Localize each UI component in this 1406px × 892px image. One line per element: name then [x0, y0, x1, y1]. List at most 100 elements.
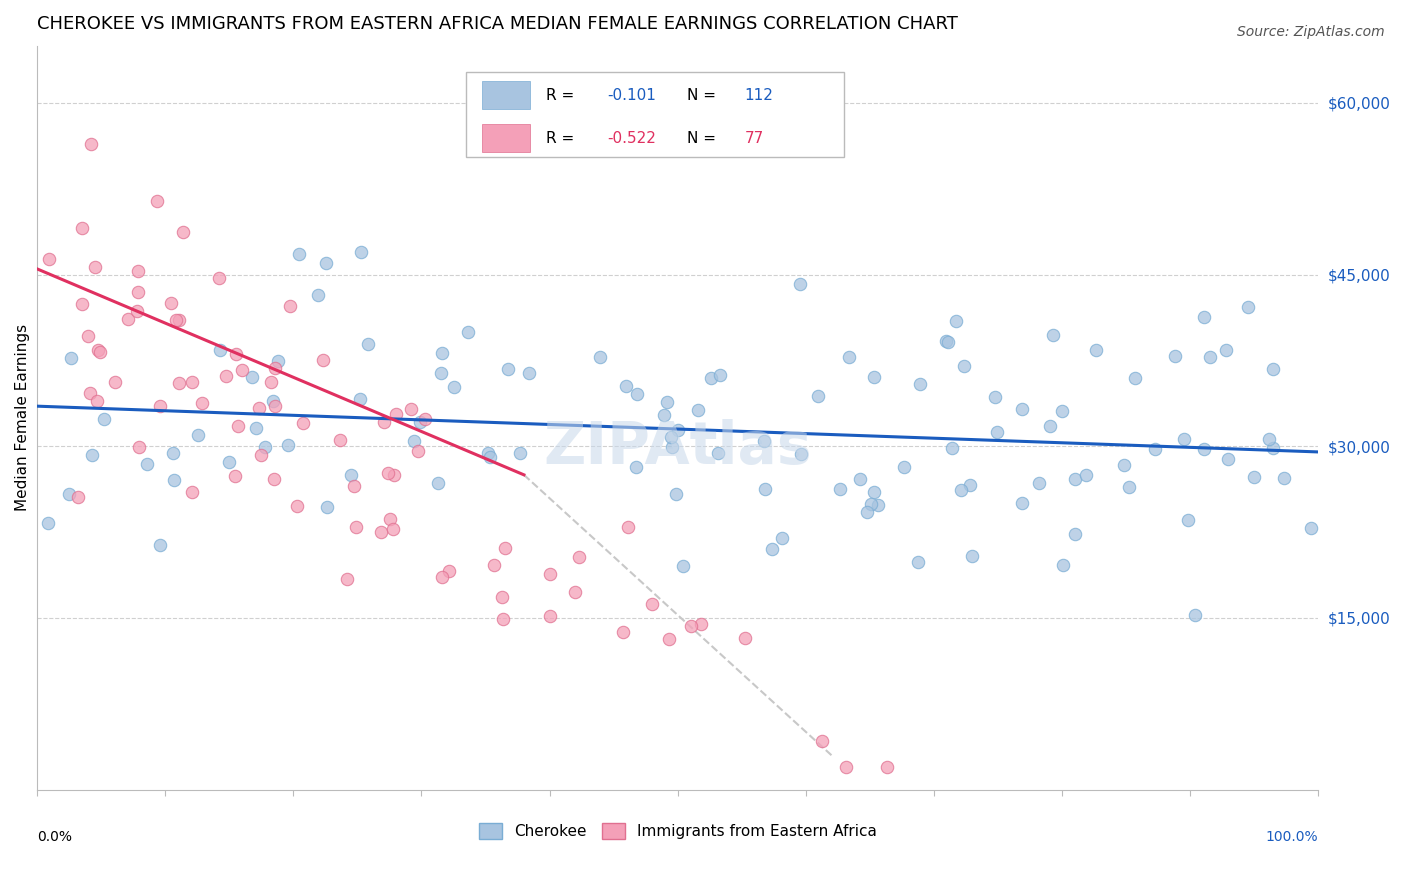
- Point: [509, 445, 531, 459]
- Point: [517, 366, 540, 380]
- Point: [209, 343, 232, 358]
- Point: [231, 363, 253, 377]
- Point: [984, 390, 1007, 404]
- Point: [1194, 442, 1216, 457]
- Point: [496, 362, 519, 376]
- Point: [1039, 419, 1062, 434]
- Point: [169, 313, 191, 327]
- Point: [79, 386, 101, 401]
- Text: R =: R =: [546, 87, 579, 103]
- Point: [863, 370, 886, 384]
- Point: [949, 483, 972, 497]
- Bar: [482, 124, 530, 153]
- Point: [370, 524, 392, 539]
- Point: [690, 617, 713, 632]
- Point: [1143, 442, 1166, 456]
- Point: [700, 371, 723, 385]
- Bar: [482, 81, 530, 110]
- Point: [169, 376, 191, 390]
- Point: [254, 440, 277, 454]
- Point: [240, 369, 263, 384]
- Point: [666, 423, 689, 437]
- Point: [149, 537, 172, 551]
- Text: 112: 112: [744, 87, 773, 103]
- Point: [288, 247, 311, 261]
- Point: [263, 361, 285, 376]
- Point: [1064, 527, 1087, 541]
- Point: [70, 296, 93, 310]
- Point: [349, 392, 371, 406]
- Point: [482, 558, 505, 573]
- Point: [278, 299, 301, 313]
- Point: [357, 337, 380, 351]
- Point: [807, 389, 830, 403]
- Point: [117, 312, 139, 326]
- Point: [494, 541, 516, 555]
- Point: [263, 472, 285, 486]
- Point: [1243, 470, 1265, 484]
- Point: [277, 437, 299, 451]
- Point: [790, 447, 813, 461]
- Text: 77: 77: [744, 130, 763, 145]
- Point: [641, 597, 664, 611]
- Point: [661, 440, 683, 454]
- Point: [1114, 458, 1136, 473]
- Point: [260, 375, 283, 389]
- Point: [1184, 608, 1206, 623]
- Point: [941, 441, 963, 455]
- Point: [479, 450, 502, 465]
- Point: [538, 609, 561, 624]
- Text: CHEROKEE VS IMMIGRANTS FROM EASTERN AFRICA MEDIAN FEMALE EARNINGS CORRELATION CH: CHEROKEE VS IMMIGRANTS FROM EASTERN AFRI…: [37, 15, 957, 33]
- Point: [754, 482, 776, 496]
- Point: [208, 271, 231, 285]
- Point: [709, 368, 731, 382]
- Point: [80, 448, 103, 462]
- Point: [432, 345, 454, 359]
- Point: [163, 473, 186, 487]
- Point: [86, 343, 108, 357]
- Point: [76, 329, 98, 343]
- Point: [159, 295, 181, 310]
- Point: [312, 353, 335, 368]
- Point: [37, 252, 59, 266]
- FancyBboxPatch shape: [467, 71, 844, 157]
- Point: [1011, 401, 1033, 416]
- Point: [761, 541, 783, 556]
- Point: [564, 585, 586, 599]
- Point: [437, 564, 460, 578]
- Point: [1050, 404, 1073, 418]
- Point: [654, 408, 676, 422]
- Point: [1173, 432, 1195, 446]
- Point: [336, 572, 359, 586]
- Point: [380, 512, 402, 526]
- Point: [935, 334, 957, 349]
- Point: [665, 486, 688, 500]
- Text: 0.0%: 0.0%: [37, 830, 72, 845]
- Point: [936, 335, 959, 350]
- Point: [127, 264, 149, 278]
- Point: [1237, 300, 1260, 314]
- Point: [707, 446, 730, 460]
- Y-axis label: Median Female Earnings: Median Female Earnings: [15, 324, 30, 511]
- Point: [408, 443, 430, 458]
- Point: [1063, 472, 1085, 486]
- Point: [661, 430, 683, 444]
- Text: N =: N =: [686, 87, 720, 103]
- Point: [1192, 310, 1215, 325]
- Point: [329, 434, 352, 448]
- Point: [835, 759, 858, 773]
- Point: [1123, 370, 1146, 384]
- Point: [1218, 451, 1240, 466]
- Point: [811, 734, 834, 748]
- Point: [477, 446, 499, 460]
- Point: [1074, 467, 1097, 482]
- Point: [67, 490, 90, 504]
- Point: [80, 136, 103, 151]
- Point: [187, 427, 209, 442]
- Point: [1052, 558, 1074, 573]
- Point: [285, 500, 308, 514]
- Point: [181, 375, 204, 389]
- Point: [859, 497, 882, 511]
- Point: [681, 619, 703, 633]
- Point: [1028, 476, 1050, 491]
